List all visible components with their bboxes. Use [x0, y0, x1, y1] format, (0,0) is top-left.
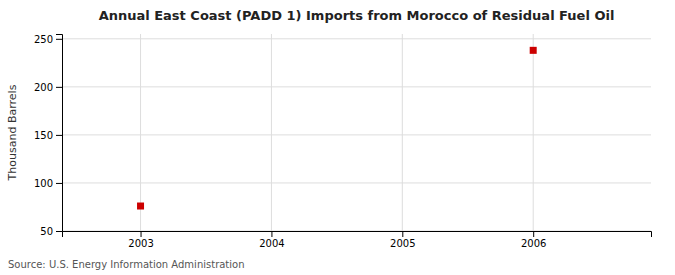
- point: [530, 47, 537, 54]
- tick-mark: [56, 231, 62, 232]
- source: Source: U.S. Energy Information Administ…: [8, 259, 245, 270]
- tick: 200: [34, 82, 62, 93]
- point: [137, 203, 144, 210]
- tick: 2003: [128, 231, 153, 249]
- plot: 2003 2004 2005 2006 50 100 150 200 250: [34, 34, 652, 250]
- grid: [62, 34, 651, 231]
- points: [137, 47, 537, 210]
- y-axis: 50 100 150 200 250: [34, 34, 63, 237]
- tick-label: 2004: [259, 238, 284, 249]
- tick-mark: [271, 231, 272, 237]
- axis-line: [56, 35, 63, 232]
- tick: 50: [40, 226, 62, 237]
- tick: 2006: [521, 231, 546, 249]
- tick-mark: [56, 39, 62, 40]
- grid-line: [62, 182, 651, 183]
- y-axis-title: Thousand Barrels: [6, 84, 19, 181]
- tick: 100: [34, 178, 62, 189]
- tick: 2004: [259, 231, 284, 249]
- tick-mark: [56, 135, 62, 136]
- tick-label: 150: [34, 130, 53, 141]
- grid-line: [402, 34, 403, 231]
- tick-label: 2003: [128, 238, 153, 249]
- tick-label: 250: [34, 34, 53, 45]
- tick-label: 50: [40, 226, 53, 237]
- tick: 250: [34, 34, 62, 45]
- tick-mark: [533, 231, 534, 237]
- tick-label: 2006: [521, 238, 546, 249]
- tick-mark: [141, 231, 142, 237]
- tick: 2005: [390, 231, 415, 249]
- tick-label: 100: [34, 178, 53, 189]
- grid-line: [271, 34, 272, 231]
- chart: 2003 2004 2005 2006 50 100 150 200 250 Annual Eas…: [0, 0, 675, 275]
- tick: 150: [34, 130, 62, 141]
- tick-mark: [402, 231, 403, 237]
- grid-line: [140, 34, 141, 231]
- grid-line: [62, 86, 651, 87]
- tick-mark: [56, 183, 62, 184]
- tick-label: 2005: [390, 238, 415, 249]
- grid-line: [62, 38, 651, 39]
- tick-label: 200: [34, 82, 53, 93]
- grid-line: [533, 34, 534, 231]
- title: Annual East Coast (PADD 1) Imports from …: [99, 8, 615, 23]
- tick-mark: [56, 87, 62, 88]
- axis-line: [63, 232, 652, 238]
- x-axis: 2003 2004 2005 2006: [63, 231, 652, 249]
- grid-line: [62, 134, 651, 135]
